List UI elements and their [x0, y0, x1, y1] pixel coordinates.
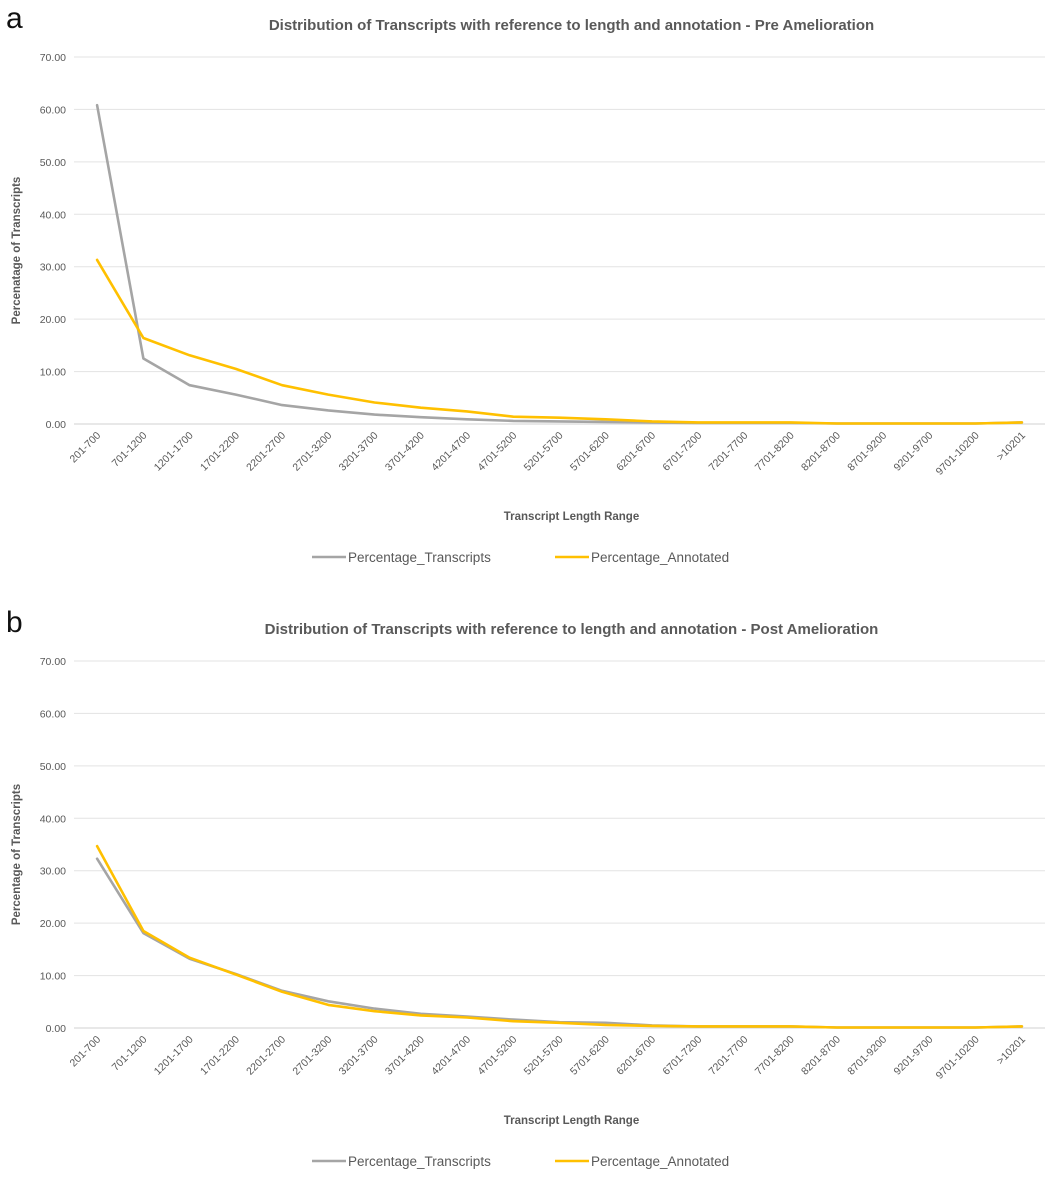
y-tick-label: 70.00 — [40, 656, 66, 668]
x-tick-label: 8201-8700 — [799, 1034, 843, 1078]
x-tick-label: 4701-5200 — [475, 430, 519, 474]
y-tick-label: 0.00 — [46, 419, 67, 431]
chart-title: Distribution of Transcripts with referen… — [269, 17, 874, 34]
x-tick-label: >10201 — [995, 1034, 1029, 1068]
x-tick-label: 6701-7200 — [660, 430, 704, 474]
x-tick-label: 3701-4200 — [383, 1034, 427, 1078]
series-line-percentage-annotated — [95, 258, 1024, 425]
x-tick-label: 7201-7700 — [707, 1034, 751, 1078]
y-axis-title: Percenatage of Transcripts — [11, 177, 23, 325]
y-tick-label: 50.00 — [40, 761, 66, 773]
x-tick-label: 3701-4200 — [383, 430, 427, 474]
x-tick-label: 3201-3700 — [337, 430, 381, 474]
x-tick-label: 701-1200 — [110, 1034, 150, 1074]
x-tick-label: >10201 — [995, 430, 1029, 464]
x-tick-label: 8701-9200 — [845, 430, 889, 474]
series-line-percentage-transcripts — [95, 103, 1024, 425]
x-axis-title: Transcript Length Range — [504, 511, 639, 523]
x-tick-label: 2701-3200 — [290, 1034, 334, 1078]
x-tick-label: 5201-5700 — [522, 1034, 566, 1078]
legend-label-percentage-annotated: Percentage_Annotated — [591, 1154, 729, 1169]
legend-label-percentage-annotated: Percentage_Annotated — [591, 550, 729, 565]
y-axis-title: Percentage of Transcripts — [11, 784, 23, 925]
x-tick-label: 201-700 — [67, 1034, 103, 1070]
x-tick-label: 8201-8700 — [799, 430, 843, 474]
series-line-percentage-transcripts — [95, 857, 1024, 1029]
x-tick-label: 1701-2200 — [198, 1034, 242, 1078]
x-tick-label: 4701-5200 — [475, 1034, 519, 1078]
x-tick-label: 3201-3700 — [337, 1034, 381, 1078]
x-tick-label: 5701-6200 — [568, 1034, 612, 1078]
x-axis-title: Transcript Length Range — [504, 1115, 639, 1127]
x-tick-label: 9201-9700 — [892, 430, 936, 474]
y-tick-label: 70.00 — [40, 52, 66, 64]
y-tick-label: 20.00 — [40, 314, 66, 326]
x-tick-label: 7701-8200 — [753, 430, 797, 474]
x-tick-label: 8701-9200 — [845, 1034, 889, 1078]
y-tick-label: 0.00 — [46, 1023, 67, 1035]
y-tick-label: 40.00 — [40, 813, 66, 825]
x-tick-label: 9701-10200 — [934, 1034, 982, 1082]
x-tick-label: 5701-6200 — [568, 430, 612, 474]
chart-post-amelioration: Distribution of Transcripts with referen… — [11, 621, 1045, 1169]
y-tick-label: 60.00 — [40, 708, 66, 720]
y-tick-label: 20.00 — [40, 918, 66, 930]
legend-label-percentage-transcripts: Percentage_Transcripts — [348, 1154, 491, 1169]
x-tick-label: 1201-1700 — [152, 1034, 196, 1078]
chart-title: Distribution of Transcripts with referen… — [265, 621, 879, 638]
x-tick-label: 701-1200 — [110, 430, 150, 470]
series-line-percentage-annotated — [95, 844, 1024, 1029]
panel-b-letter: b — [6, 606, 23, 639]
chart-pre-amelioration: Distribution of Transcripts with referen… — [11, 17, 1045, 565]
x-tick-label: 1201-1700 — [152, 430, 196, 474]
x-tick-label: 9201-9700 — [892, 1034, 936, 1078]
x-tick-label: 2201-2700 — [244, 1034, 288, 1078]
x-tick-label: 6201-6700 — [614, 1034, 658, 1078]
panel-a-letter: a — [6, 2, 23, 35]
x-tick-label: 2701-3200 — [290, 430, 334, 474]
y-tick-label: 10.00 — [40, 971, 66, 983]
y-tick-label: 60.00 — [40, 104, 66, 116]
x-tick-label: 201-700 — [67, 430, 103, 466]
x-tick-label: 4201-4700 — [429, 430, 473, 474]
x-tick-label: 1701-2200 — [198, 430, 242, 474]
x-tick-label: 2201-2700 — [244, 430, 288, 474]
x-tick-label: 7701-8200 — [753, 1034, 797, 1078]
y-tick-label: 30.00 — [40, 866, 66, 878]
y-tick-label: 40.00 — [40, 209, 66, 221]
x-tick-label: 7201-7700 — [707, 430, 751, 474]
x-tick-label: 5201-5700 — [522, 430, 566, 474]
x-tick-label: 4201-4700 — [429, 1034, 473, 1078]
x-tick-label: 9701-10200 — [934, 430, 982, 478]
legend-label-percentage-transcripts: Percentage_Transcripts — [348, 550, 491, 565]
y-tick-label: 30.00 — [40, 262, 66, 274]
x-tick-label: 6201-6700 — [614, 430, 658, 474]
x-tick-label: 6701-7200 — [660, 1034, 704, 1078]
y-tick-label: 10.00 — [40, 367, 66, 379]
y-tick-label: 50.00 — [40, 157, 66, 169]
